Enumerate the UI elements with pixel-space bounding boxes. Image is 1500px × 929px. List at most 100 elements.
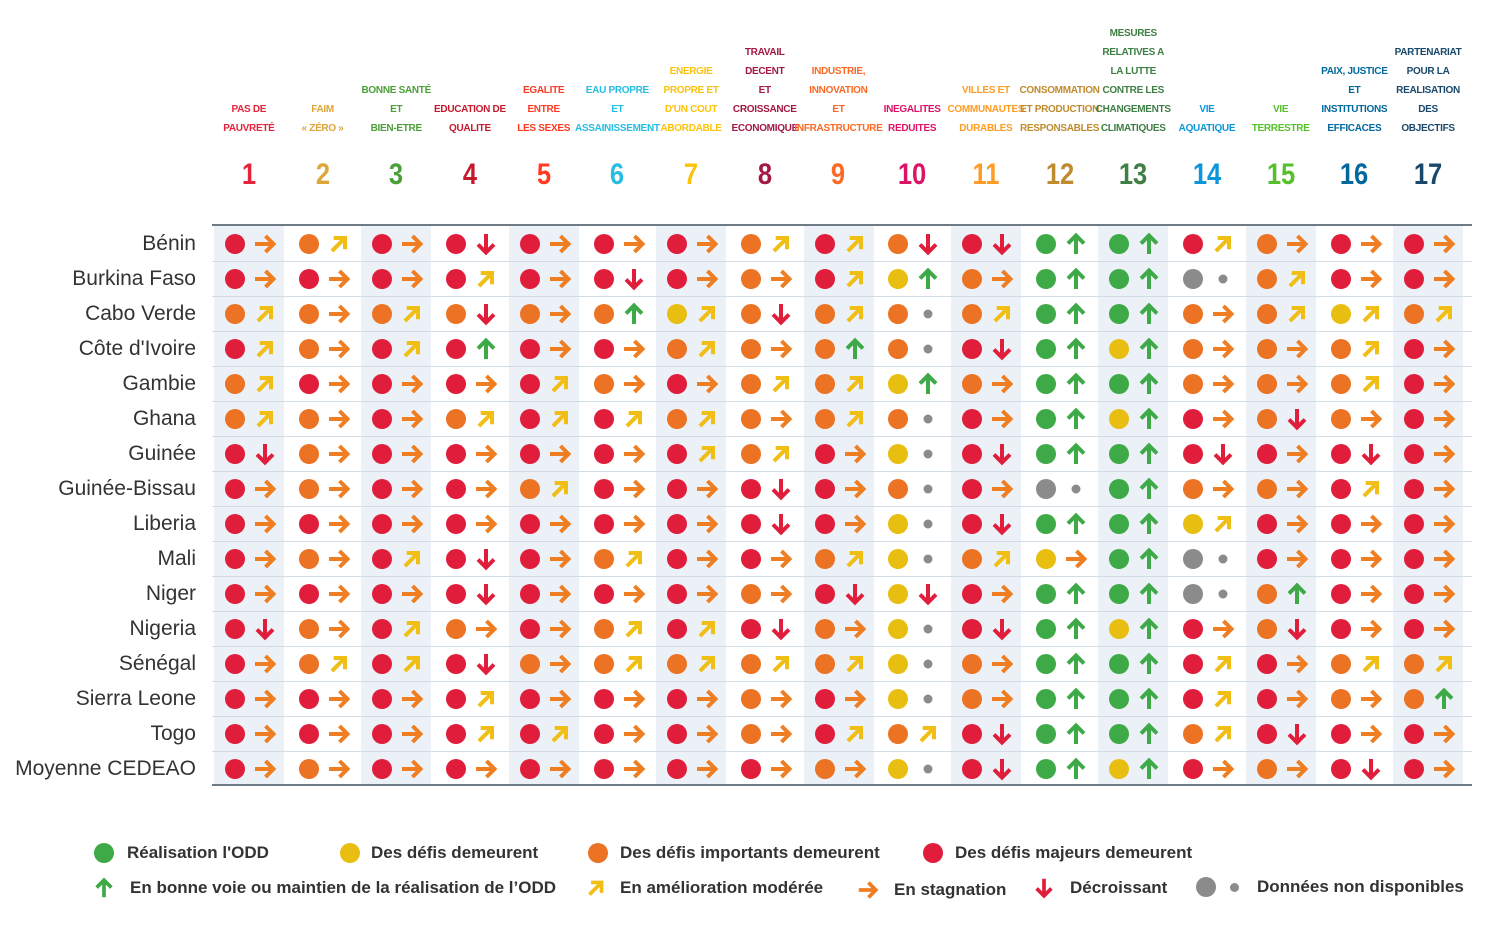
table-cell	[1023, 436, 1097, 471]
table-cell	[1391, 436, 1465, 471]
country-label: Liberia	[132, 512, 196, 535]
arrow-up-right-icon	[477, 725, 495, 743]
status-dot-icon	[446, 304, 467, 324]
table-cell	[433, 331, 507, 366]
status-dot-icon	[667, 234, 688, 254]
goal-title-line: ET PRODUCTION	[1020, 104, 1099, 115]
table-cell	[875, 506, 949, 541]
country-label: Niger	[145, 582, 196, 605]
arrow-down-icon	[1361, 759, 1380, 781]
status-dot-icon	[1330, 724, 1351, 744]
table-cell	[359, 296, 433, 331]
arrow-right-icon	[992, 584, 1014, 604]
table-cell	[359, 331, 433, 366]
table-cell	[728, 681, 802, 716]
table-cell	[1244, 296, 1318, 331]
arrow-up-icon	[1139, 722, 1159, 744]
row-divider	[212, 611, 1472, 612]
table-cell	[1023, 331, 1097, 366]
status-dot-icon	[225, 514, 245, 534]
table-cell	[359, 226, 433, 261]
status-dot-icon	[519, 514, 540, 534]
legend-item-trend-down: Décroissant	[1032, 876, 1167, 900]
arrow-up-right-icon	[993, 305, 1011, 323]
status-dot-icon	[1330, 689, 1351, 709]
status-dot-icon	[446, 479, 467, 499]
table-cell	[581, 611, 655, 646]
arrow-right-icon	[1434, 514, 1456, 534]
arrow-right-icon	[844, 514, 866, 534]
goal-number-7: 7	[683, 158, 699, 191]
arrow-up-right-icon	[772, 375, 789, 393]
status-dot-icon	[298, 689, 319, 709]
table-cell	[286, 611, 360, 646]
status-dot-icon	[1035, 374, 1056, 394]
legend-label: Des défis demeurent	[371, 843, 539, 862]
arrow-down-icon	[1287, 409, 1307, 431]
arrow-right-icon	[255, 724, 277, 744]
arrow-up-right-icon	[1214, 655, 1232, 673]
arrow-up-right-icon	[330, 655, 347, 673]
table-cell	[875, 681, 949, 716]
legend-item-no-data: Données non disponibles	[1196, 877, 1464, 897]
table-cell	[654, 541, 728, 576]
table-cell	[1318, 471, 1392, 506]
arrow-up-right-icon	[1214, 515, 1232, 533]
legend-label: En amélioration modérée	[620, 878, 824, 897]
goal-title-line: VIE	[1199, 104, 1215, 115]
status-dot-icon	[1183, 619, 1204, 639]
table-cell	[1318, 541, 1392, 576]
table-cell	[359, 436, 433, 471]
status-dot-icon	[225, 654, 245, 674]
table-cell	[875, 436, 949, 471]
status-dot-icon	[593, 339, 614, 359]
goal-number-16: 16	[1340, 158, 1369, 191]
status-dot-icon	[593, 549, 614, 569]
status-dot-icon	[667, 409, 688, 429]
table-cell	[507, 331, 581, 366]
arrow-right-icon	[328, 584, 351, 604]
table-cell	[949, 506, 1023, 541]
small-grey-dot-icon	[1230, 882, 1239, 892]
table-cell	[654, 646, 728, 681]
arrow-up-right-icon	[1214, 725, 1232, 743]
table-cell	[212, 681, 286, 716]
status-dot-icon	[593, 514, 614, 534]
arrow-right-icon	[1213, 339, 1235, 359]
status-dot-icon	[1256, 654, 1277, 674]
goal-title-line: ET	[1348, 85, 1361, 96]
arrow-down-icon	[918, 234, 938, 256]
arrow-up-right-icon	[698, 410, 716, 428]
arrow-up-right-icon	[846, 410, 863, 428]
status-dot-icon	[962, 654, 982, 674]
table-cell	[1170, 261, 1244, 296]
status-dot-icon	[1404, 444, 1425, 464]
table-cell	[286, 506, 360, 541]
table-cell	[875, 646, 949, 681]
status-dot-icon	[1256, 514, 1277, 534]
arrow-right-icon	[623, 479, 645, 499]
small-dot-icon	[923, 554, 933, 564]
arrow-up-right-icon	[772, 655, 789, 673]
status-dot-icon	[1109, 689, 1130, 709]
red-dot-icon	[923, 843, 943, 863]
status-dot-icon	[446, 269, 467, 289]
arrow-right-icon	[476, 514, 498, 534]
status-dot-icon	[1109, 654, 1130, 674]
status-dot-icon	[225, 689, 245, 709]
table-cell	[1391, 611, 1465, 646]
status-dot-icon	[1183, 689, 1204, 709]
arrow-right-icon	[1360, 619, 1382, 639]
status-dot-icon	[1330, 759, 1351, 779]
status-dot-icon	[962, 234, 982, 254]
goal-title-1: PAS DE PAUVRETÉ	[211, 20, 287, 138]
arrow-right-icon	[1213, 304, 1235, 324]
arrow-right-icon	[255, 549, 277, 569]
table-cell	[507, 471, 581, 506]
table-cell	[1391, 401, 1465, 436]
arrow-right-icon	[858, 881, 879, 899]
goal-title-5: EGALITE ENTRE LES SEXES	[506, 20, 582, 138]
table-cell	[1244, 576, 1318, 611]
table-cell	[359, 261, 433, 296]
table-cell	[433, 401, 507, 436]
